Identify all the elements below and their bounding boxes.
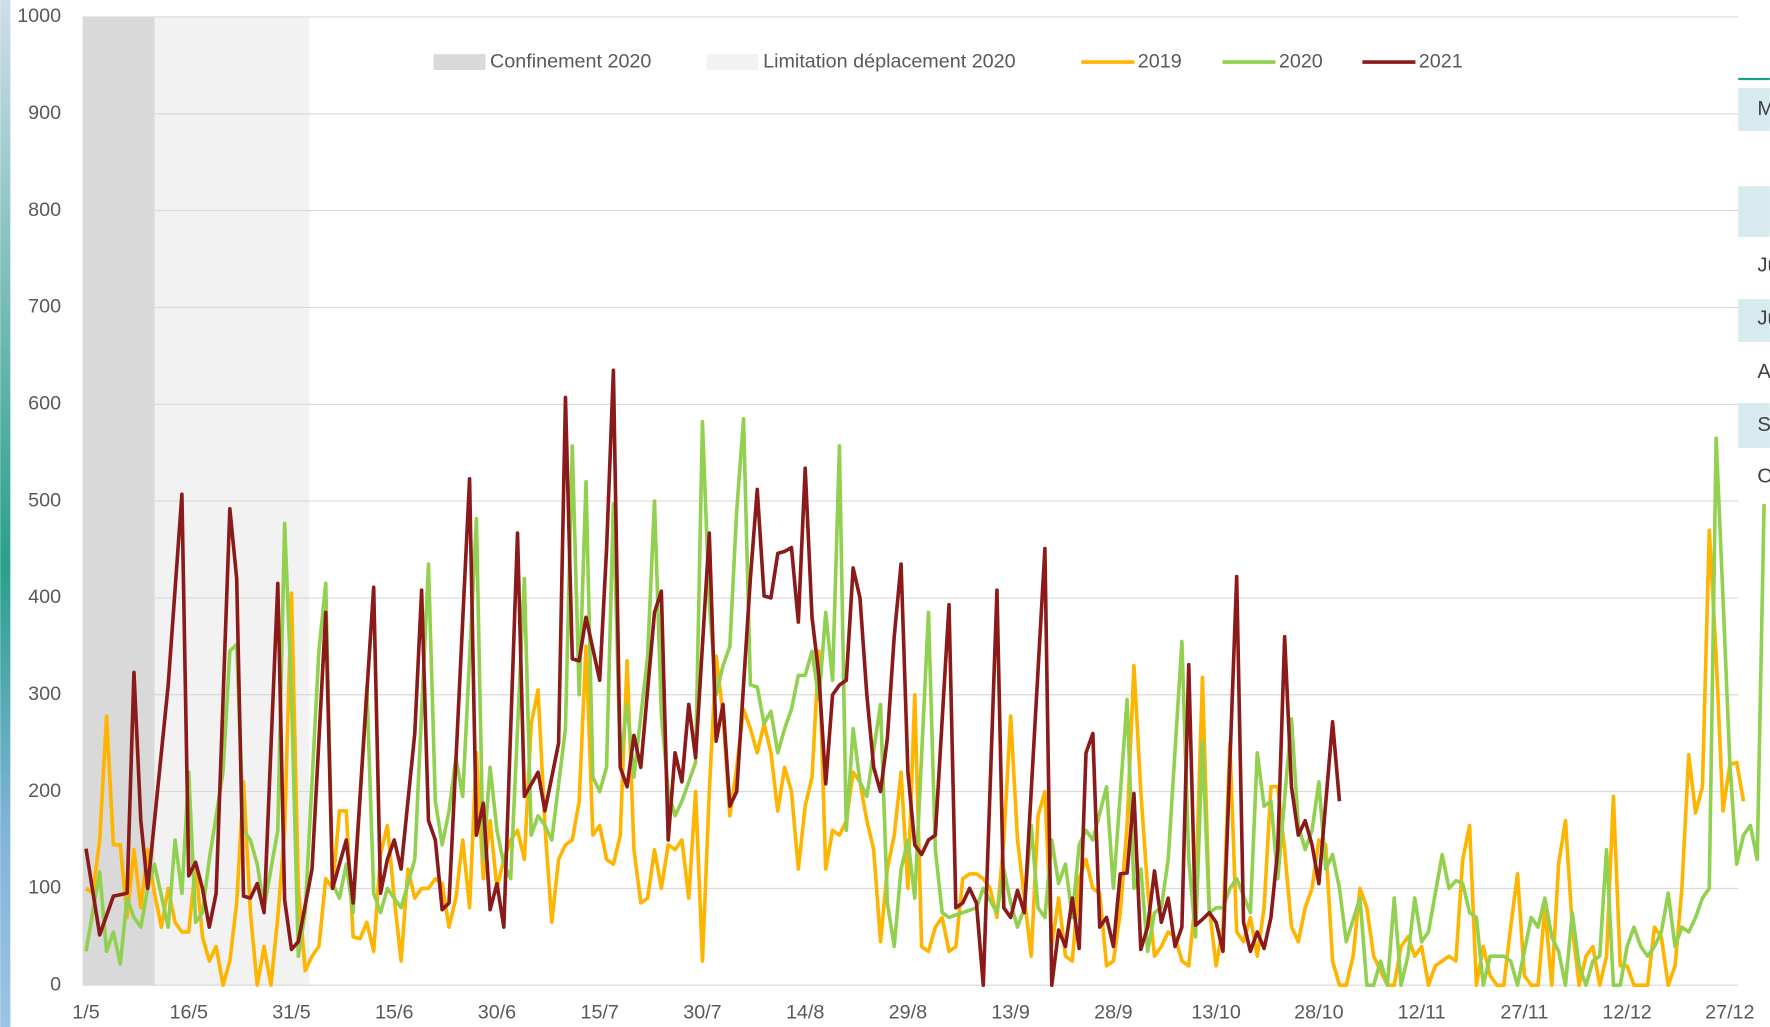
x-tick-label: 31/5 [272, 1002, 310, 1024]
series-line [84, 528, 1746, 988]
legend-label: Confinement 2020 [490, 50, 651, 72]
x-tick-label: 30/6 [478, 1002, 516, 1024]
x-tick-label: 12/11 [1398, 1002, 1446, 1024]
series-line [84, 368, 1342, 988]
x-tick-label: 13/9 [991, 1002, 1029, 1024]
table-cell: A [1757, 361, 1770, 383]
x-tick-label: 28/9 [1094, 1002, 1132, 1024]
y-tick-label: 200 [28, 780, 61, 802]
left-edge [0, 0, 11, 1027]
x-tick-label: 14/8 [786, 1002, 824, 1024]
legend-label: 2021 [1419, 50, 1463, 72]
legend-label: 2019 [1138, 50, 1182, 72]
y-tick-label: 100 [28, 877, 61, 899]
table-cell: S [1757, 414, 1770, 436]
table-row [1738, 186, 1770, 237]
legend-label: 2020 [1279, 50, 1323, 72]
x-tick-label: 15/7 [580, 1002, 618, 1024]
y-tick-label: 600 [28, 392, 61, 414]
table-cell: M [1757, 98, 1770, 120]
legend-swatch [433, 54, 486, 70]
y-tick-label: 500 [28, 489, 61, 511]
table-row [1738, 402, 1770, 449]
table-row [1738, 88, 1770, 131]
table-cell: O [1757, 466, 1770, 488]
y-tick-label: 800 [28, 199, 61, 221]
side-table: M Ju Ju A S O [1738, 77, 1770, 488]
legend-label: Limitation déplacement 2020 [763, 50, 1016, 72]
x-tick-label: 30/7 [683, 1002, 721, 1024]
y-tick-label: 300 [28, 683, 61, 705]
series-line [84, 416, 1766, 988]
y-tick-label: 400 [28, 586, 61, 608]
x-tick-label: 27/11 [1500, 1002, 1548, 1024]
y-tick-label: 0 [50, 973, 61, 995]
y-tick-label: 1000 [17, 5, 61, 27]
x-tick-label: 29/8 [889, 1002, 927, 1024]
x-tick-label: 16/5 [170, 1002, 208, 1024]
y-tick-label: 700 [28, 296, 61, 318]
y-tick-label: 900 [28, 102, 61, 124]
table-cell: Ju [1757, 255, 1770, 277]
x-tick-label: 27/12 [1705, 1002, 1754, 1024]
x-tick-label: 12/12 [1602, 1002, 1651, 1024]
x-tick-label: 1/5 [72, 1002, 99, 1024]
x-tick-label: 13/10 [1191, 1002, 1240, 1024]
x-tick-label: 28/10 [1294, 1002, 1343, 1024]
legend-swatch [706, 54, 759, 70]
x-tick-label: 15/6 [375, 1002, 413, 1024]
table-cell: Ju [1757, 308, 1770, 330]
table-row [1738, 299, 1770, 342]
